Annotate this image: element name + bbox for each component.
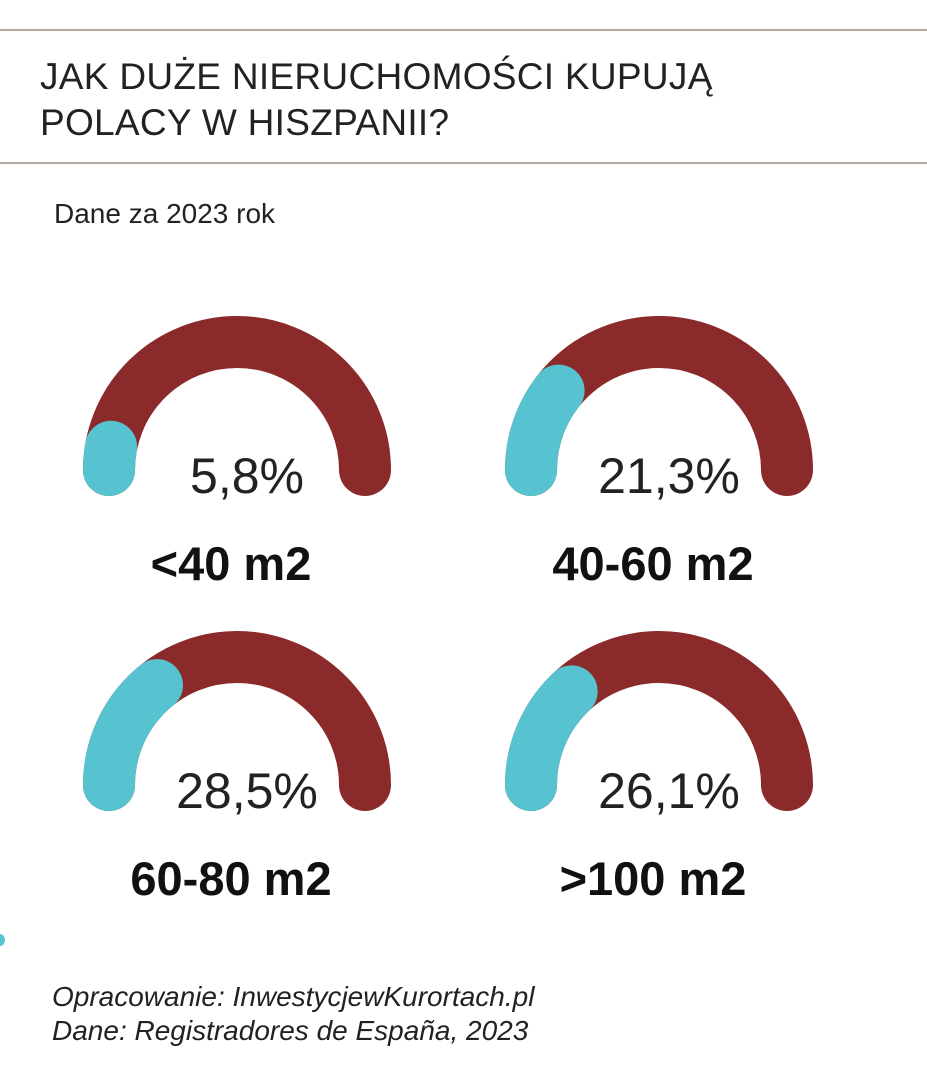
gauge-track: [83, 316, 391, 496]
gauge-3: 28,5% 60-80 m2: [83, 631, 391, 905]
gauge-fill: [82, 420, 138, 496]
gauge-2: 21,3% 40-60 m2: [505, 316, 813, 590]
footer-source: Opracowanie: InwestycjewKurortach.pl: [52, 981, 535, 1012]
top-rule: [0, 29, 927, 31]
gauge-value-label: 5,8%: [190, 448, 304, 504]
gauge-4: 26,1% >100 m2: [505, 631, 813, 905]
gauge-fill: [83, 659, 183, 811]
footer-data: Dane: Registradores de España, 2023: [52, 1015, 529, 1046]
title-line-1: JAK DUŻE NIERUCHOMOŚCI KUPUJĄ: [40, 56, 713, 97]
edge-dot: [0, 934, 5, 946]
gauge-value-label: 21,3%: [598, 448, 740, 504]
page-title: JAK DUŻE NIERUCHOMOŚCI KUPUJĄ POLACY W H…: [40, 54, 900, 146]
gauge-category-label: >100 m2: [560, 852, 747, 905]
gauge-1: 5,8% <40 m2: [82, 316, 391, 590]
title-rule: [0, 162, 927, 164]
subtitle: Dane za 2023 rok: [54, 198, 276, 229]
footer: Opracowanie: InwestycjewKurortach.pl Dan…: [52, 980, 534, 1048]
gauge-value-label: 26,1%: [598, 763, 740, 819]
gauge-category-label: 40-60 m2: [552, 537, 753, 590]
gauge-category-label: 60-80 m2: [130, 852, 331, 905]
gauge-category-label: <40 m2: [151, 537, 312, 590]
gauge-value-label: 28,5%: [176, 763, 318, 819]
title-line-2: POLACY W HISZPANII?: [40, 102, 450, 143]
gauge-fill: [505, 364, 585, 496]
gauge-fill: [505, 665, 598, 811]
